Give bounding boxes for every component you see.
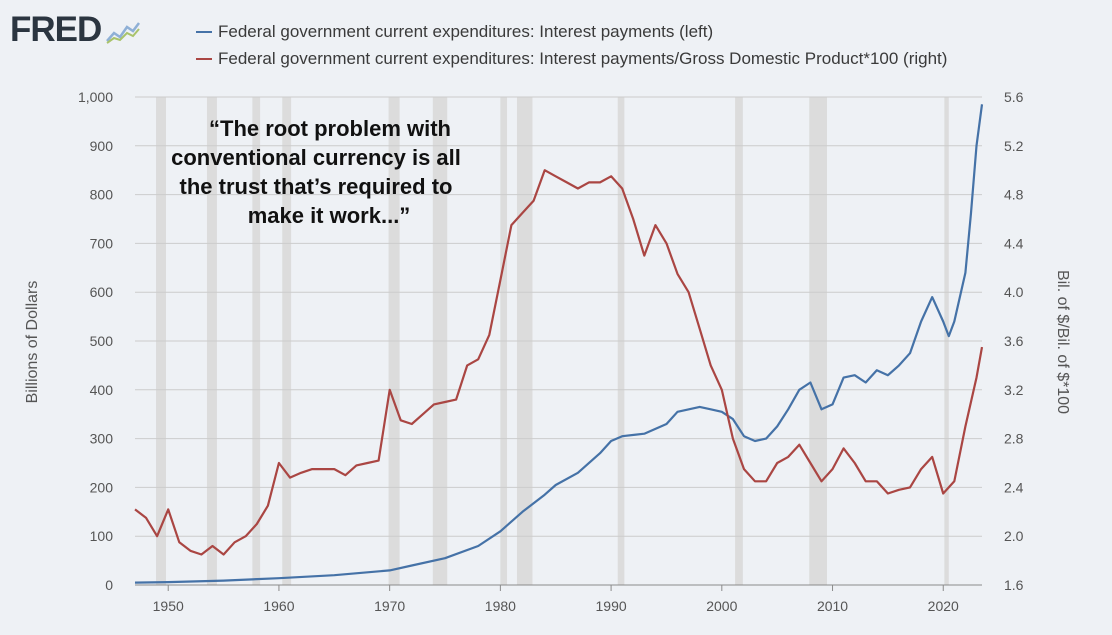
y-right-tick-label: 1.6 bbox=[1004, 577, 1024, 593]
y-right-tick-label: 4.8 bbox=[1004, 187, 1024, 203]
x-tick-label: 1990 bbox=[596, 598, 627, 614]
logo-text: FRED bbox=[10, 10, 102, 49]
y-left-tick-label: 0 bbox=[105, 577, 113, 593]
series-line-interest-payments bbox=[134, 104, 984, 584]
x-tick-label: 1980 bbox=[485, 598, 516, 614]
quote-line-1: “The root problem with bbox=[209, 116, 451, 141]
gridlines bbox=[135, 96, 982, 586]
series-line-interest-pct-gdp bbox=[134, 169, 984, 556]
axis-ticks: 0 100 200 300 400 500 600 700 800 900 1,000 1.6 2.0 2… bbox=[78, 89, 1024, 614]
line-chart-icon bbox=[106, 22, 141, 44]
quote-line-3: the trust that’s required to bbox=[180, 174, 453, 199]
quote-line-4: make it work...” bbox=[248, 203, 411, 228]
y-left-tick-label: 900 bbox=[90, 138, 114, 154]
fred-logo: FRED bbox=[10, 12, 141, 47]
y-right-tick-label: 4.0 bbox=[1004, 284, 1024, 300]
y-right-tick-label: 5.6 bbox=[1004, 89, 1024, 105]
legend-swatch-blue bbox=[196, 30, 212, 33]
y-right-tick-label: 2.0 bbox=[1004, 528, 1024, 544]
y-left-tick-label: 500 bbox=[90, 333, 114, 349]
y-right-tick-label: 3.2 bbox=[1004, 382, 1024, 398]
y-left-tick-label: 1,000 bbox=[78, 89, 113, 105]
legend-label: Federal government current expenditures:… bbox=[218, 49, 948, 68]
legend-item-left-series: Federal government current expenditures:… bbox=[196, 18, 947, 45]
y-left-tick-label: 200 bbox=[90, 479, 114, 495]
y-right-tick-label: 2.4 bbox=[1004, 479, 1024, 495]
y-left-tick-label: 700 bbox=[90, 235, 114, 251]
x-tick-label: 1950 bbox=[153, 598, 184, 614]
legend-item-right-series: Federal government current expenditures:… bbox=[196, 45, 947, 72]
y-left-tick-label: 300 bbox=[90, 431, 114, 447]
quote-line-2: conventional currency is all bbox=[171, 145, 461, 170]
x-tick-label: 1960 bbox=[263, 598, 294, 614]
y-right-tick-label: 2.8 bbox=[1004, 431, 1024, 447]
series-lines bbox=[134, 104, 984, 584]
y-left-tick-label: 100 bbox=[90, 528, 114, 544]
y-left-tick-label: 600 bbox=[90, 284, 114, 300]
y-left-tick-label: 400 bbox=[90, 382, 114, 398]
quote-annotation: “The root problem with conventional curr… bbox=[171, 116, 461, 228]
x-tick-label: 2020 bbox=[928, 598, 959, 614]
y-left-tick-label: 800 bbox=[90, 187, 114, 203]
y-right-tick-label: 5.2 bbox=[1004, 138, 1024, 154]
chart-legend: Federal government current expenditures:… bbox=[196, 18, 947, 72]
y-right-tick-label: 3.6 bbox=[1004, 333, 1024, 349]
y-right-tick-label: 4.4 bbox=[1004, 235, 1024, 251]
x-tick-label: 2010 bbox=[817, 598, 848, 614]
legend-swatch-red bbox=[196, 57, 212, 60]
y-axis-right-title: Bil. of $/Bil. of $*100 bbox=[1054, 270, 1071, 414]
x-tick-label: 2000 bbox=[706, 598, 737, 614]
x-tick-label: 1970 bbox=[374, 598, 405, 614]
legend-label: Federal government current expenditures:… bbox=[218, 22, 714, 41]
y-axis-left-title: Billions of Dollars bbox=[24, 281, 41, 404]
